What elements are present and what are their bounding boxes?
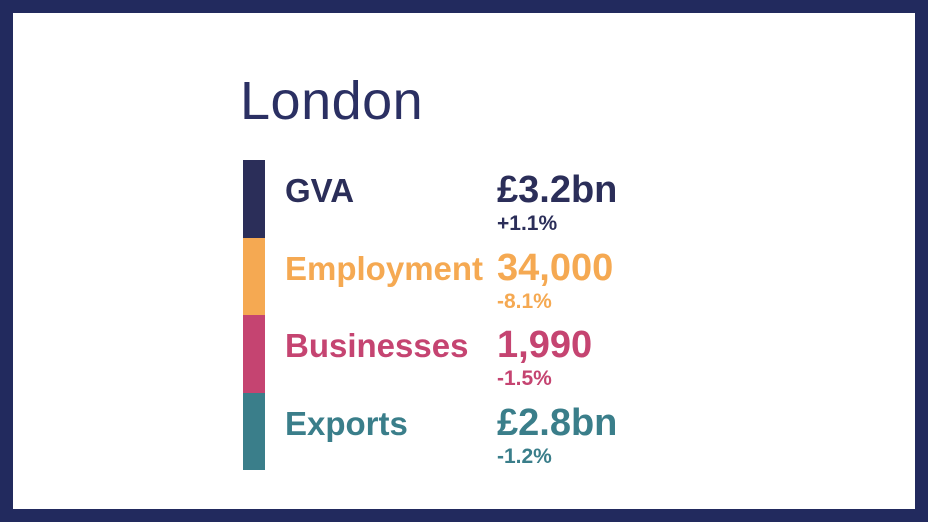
metric-label: Exports: [285, 404, 408, 442]
color-bar-segment-employment: [243, 237, 265, 315]
metric-change: -1.2%: [497, 444, 552, 468]
color-bar-segment-gva: [243, 160, 265, 238]
metric-label: GVA: [285, 172, 355, 209]
category-color-bar: [243, 160, 265, 470]
metric-change: -8.1%: [497, 289, 552, 313]
page-title: London: [240, 71, 424, 132]
metric-row-gva: GVA £3.2bn +1.1%: [285, 160, 705, 238]
metric-change: +1.1%: [497, 212, 558, 235]
metric-row-employment: Employment 34,000 -8.1%: [285, 238, 705, 316]
metric-label: Businesses: [285, 327, 469, 364]
color-bar-segment-exports: [243, 392, 265, 470]
metric-main-line: Employment 34,000: [285, 247, 705, 290]
metric-label: Employment: [285, 249, 484, 287]
metric-value: 1,990: [497, 324, 593, 366]
metric-change: -1.5%: [497, 367, 552, 390]
metrics-list: GVA £3.2bn +1.1% Employment 34,000 -8.1%…: [285, 160, 705, 470]
metric-main-line: GVA £3.2bn: [285, 169, 705, 212]
metric-value: 34,000: [497, 246, 614, 289]
metric-value: £2.8bn: [497, 401, 618, 444]
metric-main-line: Exports £2.8bn: [285, 402, 705, 445]
metric-row-businesses: Businesses 1,990 -1.5%: [285, 315, 705, 393]
metric-value: £3.2bn: [497, 169, 618, 211]
metric-main-line: Businesses 1,990: [285, 324, 705, 367]
color-bar-segment-businesses: [243, 315, 265, 393]
metric-row-exports: Exports £2.8bn -1.2%: [285, 393, 705, 471]
